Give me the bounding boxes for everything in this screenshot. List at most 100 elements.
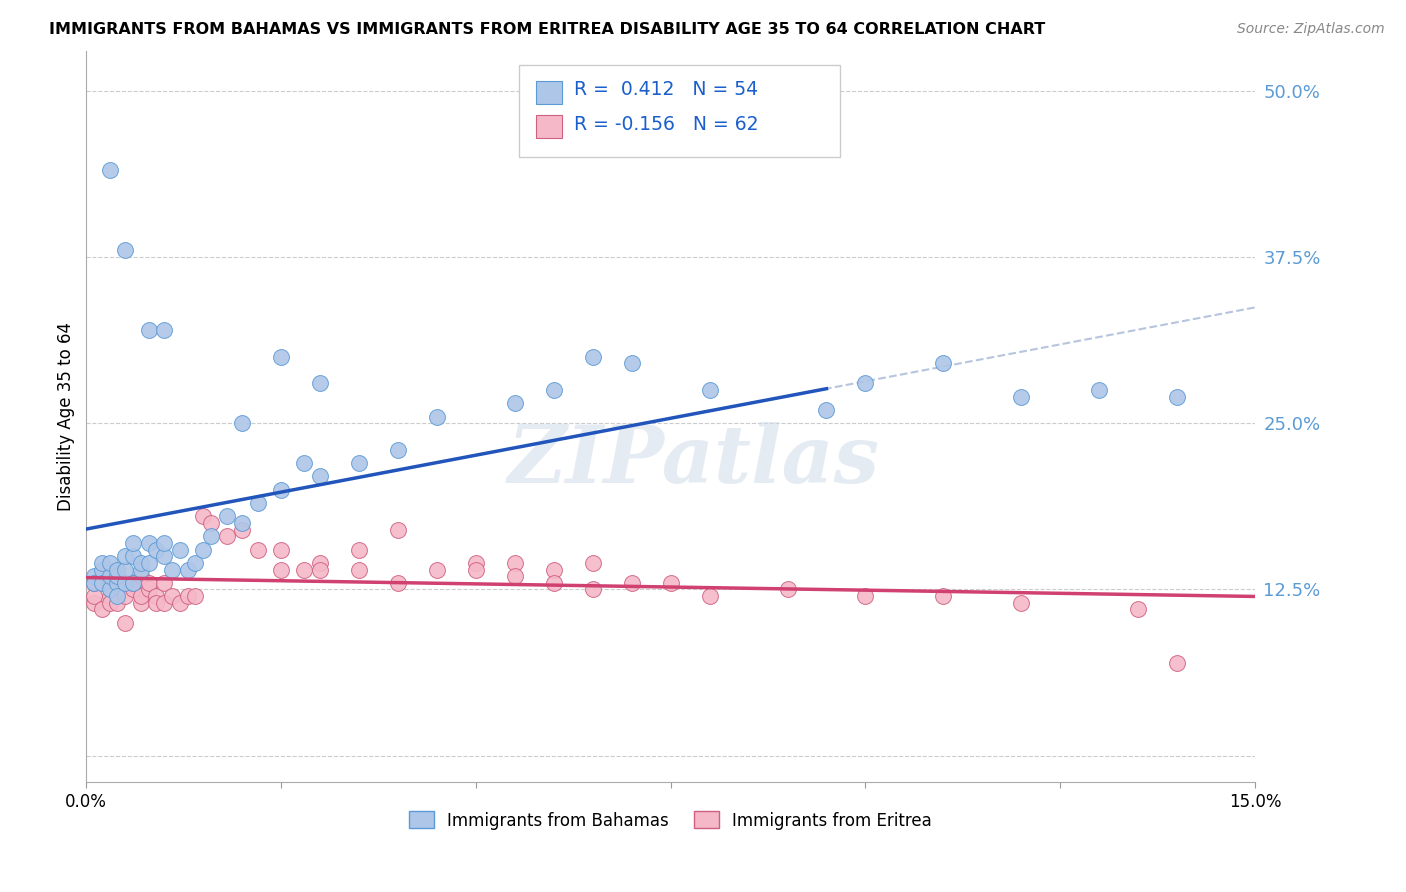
Point bbox=[169, 596, 191, 610]
Point bbox=[138, 323, 160, 337]
Point bbox=[309, 556, 332, 570]
Point bbox=[1166, 656, 1188, 670]
Point bbox=[191, 542, 214, 557]
Point bbox=[426, 409, 449, 424]
Point bbox=[464, 562, 486, 576]
Point bbox=[1166, 390, 1188, 404]
Point bbox=[270, 562, 292, 576]
Point bbox=[122, 582, 145, 597]
Point bbox=[138, 536, 160, 550]
Point bbox=[1010, 390, 1032, 404]
Point bbox=[309, 562, 332, 576]
Point bbox=[114, 589, 136, 603]
Point bbox=[855, 589, 877, 603]
Point bbox=[176, 589, 198, 603]
Point bbox=[107, 562, 129, 576]
Point bbox=[98, 582, 121, 597]
Point bbox=[83, 575, 105, 590]
Point bbox=[464, 556, 486, 570]
Point bbox=[347, 542, 370, 557]
Point bbox=[184, 589, 207, 603]
Point bbox=[699, 589, 721, 603]
Point bbox=[98, 596, 121, 610]
Point bbox=[153, 549, 176, 564]
Point bbox=[98, 163, 121, 178]
Point bbox=[114, 575, 136, 590]
Point bbox=[138, 556, 160, 570]
Point bbox=[582, 350, 605, 364]
Point bbox=[122, 575, 145, 590]
Point bbox=[98, 582, 121, 597]
Point bbox=[107, 575, 129, 590]
Point bbox=[129, 596, 152, 610]
Text: Source: ZipAtlas.com: Source: ZipAtlas.com bbox=[1237, 22, 1385, 37]
Point bbox=[294, 562, 316, 576]
Point bbox=[387, 575, 409, 590]
Point bbox=[129, 589, 152, 603]
Point bbox=[107, 575, 129, 590]
Point bbox=[129, 556, 152, 570]
Point bbox=[200, 516, 222, 530]
Point bbox=[153, 596, 176, 610]
Point bbox=[620, 356, 643, 370]
Point bbox=[176, 562, 198, 576]
Point bbox=[620, 575, 643, 590]
Text: R =  0.412   N = 54: R = 0.412 N = 54 bbox=[574, 80, 758, 99]
Point bbox=[387, 442, 409, 457]
Point bbox=[107, 596, 129, 610]
Point bbox=[90, 556, 112, 570]
Point bbox=[270, 483, 292, 497]
Point bbox=[1088, 383, 1111, 397]
Point bbox=[83, 596, 105, 610]
Point bbox=[90, 575, 112, 590]
Point bbox=[138, 582, 160, 597]
Point bbox=[184, 556, 207, 570]
Point bbox=[122, 575, 145, 590]
Point bbox=[582, 556, 605, 570]
Point bbox=[145, 596, 167, 610]
Point bbox=[659, 575, 682, 590]
Legend: Immigrants from Bahamas, Immigrants from Eritrea: Immigrants from Bahamas, Immigrants from… bbox=[402, 805, 939, 836]
Point bbox=[543, 575, 565, 590]
Point bbox=[90, 602, 112, 616]
Text: ZIPatlas: ZIPatlas bbox=[508, 422, 880, 500]
Point bbox=[107, 589, 129, 603]
Point bbox=[153, 536, 176, 550]
Point bbox=[815, 402, 838, 417]
Point bbox=[160, 589, 183, 603]
Point bbox=[122, 549, 145, 564]
Point bbox=[200, 529, 222, 543]
Point bbox=[138, 575, 160, 590]
Point bbox=[582, 582, 605, 597]
Point bbox=[114, 562, 136, 576]
Point bbox=[98, 589, 121, 603]
Point bbox=[1010, 596, 1032, 610]
Text: R = -0.156   N = 62: R = -0.156 N = 62 bbox=[574, 115, 758, 134]
Point bbox=[90, 569, 112, 583]
Point bbox=[153, 323, 176, 337]
Point bbox=[191, 509, 214, 524]
Point bbox=[347, 562, 370, 576]
Point bbox=[215, 529, 238, 543]
Point bbox=[231, 516, 253, 530]
Point bbox=[215, 509, 238, 524]
Point bbox=[309, 376, 332, 391]
Point bbox=[160, 562, 183, 576]
Point bbox=[107, 562, 129, 576]
Point bbox=[145, 542, 167, 557]
Point bbox=[114, 244, 136, 258]
Point bbox=[129, 562, 152, 576]
Point bbox=[309, 469, 332, 483]
Point bbox=[776, 582, 799, 597]
Point bbox=[129, 569, 152, 583]
Point bbox=[114, 575, 136, 590]
Point bbox=[270, 350, 292, 364]
Point bbox=[347, 456, 370, 470]
Point bbox=[246, 496, 269, 510]
FancyBboxPatch shape bbox=[519, 65, 841, 157]
Point bbox=[503, 396, 526, 410]
Point bbox=[90, 575, 112, 590]
Point bbox=[932, 589, 955, 603]
Point bbox=[107, 569, 129, 583]
Point bbox=[294, 456, 316, 470]
